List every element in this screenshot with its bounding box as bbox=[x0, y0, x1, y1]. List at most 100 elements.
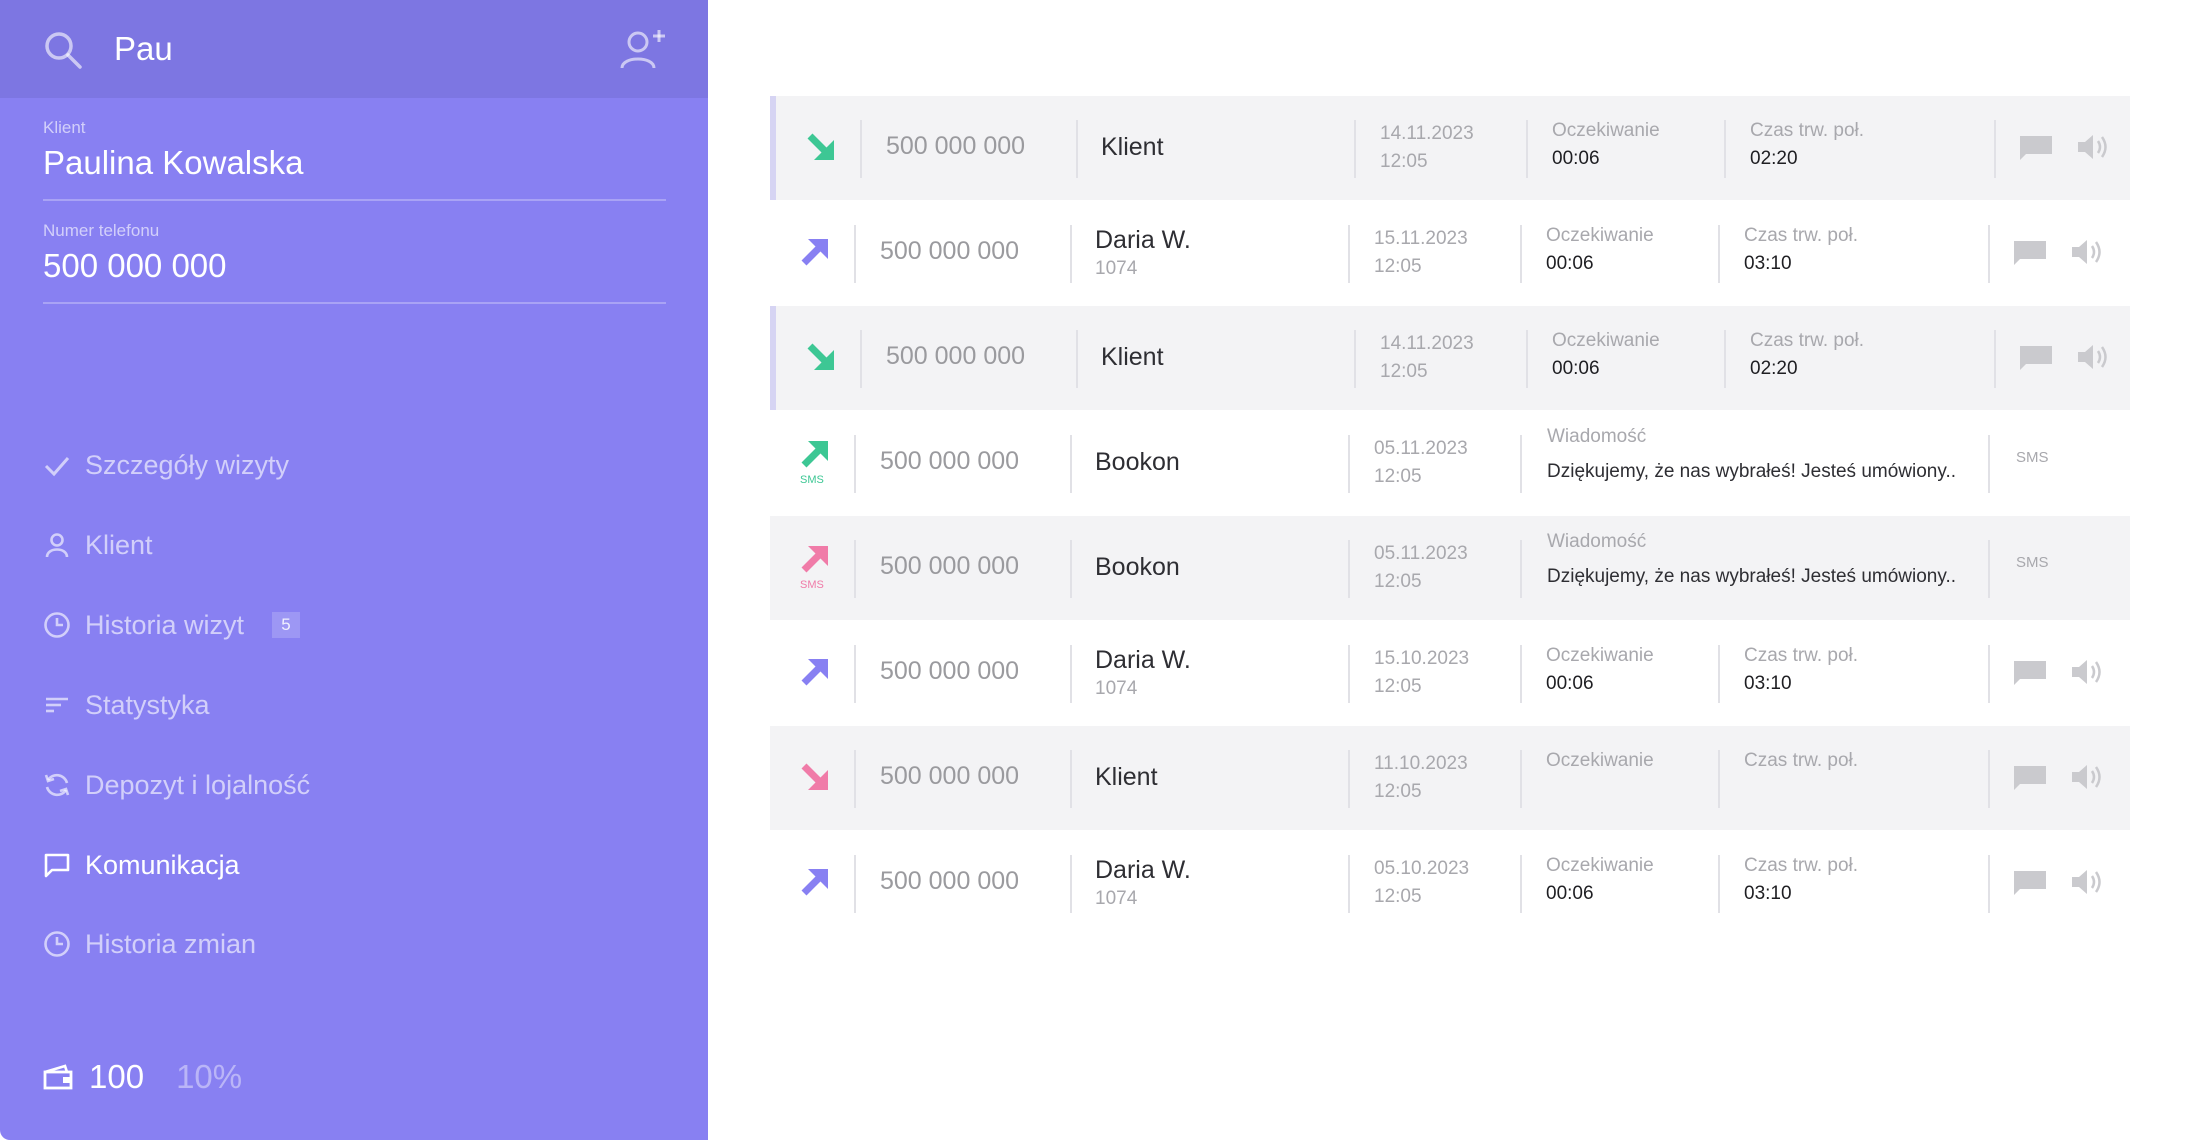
nav-label: Szczegóły wizyty bbox=[85, 449, 290, 480]
list-item[interactable]: 500 000 000 Klient 14.11.2023 12:05 Oczek… bbox=[770, 96, 2130, 200]
check-icon bbox=[44, 457, 70, 477]
list-item[interactable]: 500 000 000 Daria W. 1074 15.10.2023 12:0… bbox=[770, 621, 2130, 725]
divider bbox=[854, 540, 856, 598]
row-phone: 500 000 000 bbox=[880, 867, 1020, 895]
divider bbox=[1354, 120, 1356, 178]
list-item[interactable]: SMS 500 000 000 Bookon 05.11.2023 12:05 W… bbox=[770, 411, 2130, 515]
row-name: Klient bbox=[1095, 763, 1158, 791]
wait-label: Oczekiwanie bbox=[1552, 120, 1660, 141]
add-user-icon[interactable] bbox=[619, 26, 667, 72]
client-label: Klient bbox=[43, 118, 86, 137]
wait-value: 00:06 bbox=[1546, 673, 1594, 694]
divider bbox=[854, 435, 856, 493]
row-phone: 500 000 000 bbox=[880, 447, 1020, 475]
duration-label: Czas trw. poł. bbox=[1750, 120, 1865, 141]
chat-icon[interactable] bbox=[2020, 346, 2052, 370]
speaker-icon[interactable] bbox=[2070, 762, 2104, 792]
nav-item-szczegoly-wizyty[interactable]: Szczegóły wizyty bbox=[43, 440, 289, 490]
duration-label: Czas trw. poł. bbox=[1744, 855, 1859, 876]
nav-item-klient[interactable]: Klient bbox=[43, 520, 153, 570]
list-item[interactable]: 500 000 000 Klient 11.10.2023 12:05 Oczek… bbox=[770, 726, 2130, 830]
nav-item-historia-wizyt[interactable]: Historia wizyt 5 bbox=[43, 600, 301, 650]
client-sidebar: Pau Klient Paulina Kowalska Numer telefo… bbox=[0, 0, 708, 1140]
divider bbox=[1526, 120, 1528, 178]
divider bbox=[1076, 330, 1078, 388]
speaker-icon[interactable] bbox=[2070, 237, 2104, 267]
client-name: Paulina Kowalska bbox=[43, 144, 304, 181]
list-item[interactable]: 500 000 000 Daria W. 1074 05.10.2023 12:0… bbox=[770, 831, 2130, 935]
row-name: Bookon bbox=[1095, 553, 1180, 581]
divider bbox=[1070, 645, 1072, 703]
nav-item-komunikacja[interactable]: Komunikacja bbox=[43, 840, 240, 890]
list-item[interactable]: 500 000 000 Klient 14.11.2023 12:05 Oczek… bbox=[770, 306, 2130, 410]
nav-label: Historia zmian bbox=[85, 928, 257, 959]
divider bbox=[1348, 855, 1350, 913]
row-date: 05.10.2023 12:05 bbox=[1374, 855, 1469, 911]
missed-call-icon bbox=[801, 763, 828, 790]
divider bbox=[1070, 435, 1072, 493]
duration-label: Czas trw. poł. bbox=[1744, 750, 1859, 771]
clock-icon bbox=[44, 931, 70, 957]
divider bbox=[1994, 330, 1996, 388]
message-preview: Dziękujemy, że nas wybrałeś! Jesteś umów… bbox=[1547, 461, 1957, 482]
divider bbox=[854, 645, 856, 703]
outgoing-call-icon bbox=[801, 869, 828, 896]
time-text: 12:05 bbox=[1374, 781, 1422, 802]
date-text: 11.10.2023 bbox=[1374, 753, 1468, 774]
speaker-icon[interactable] bbox=[2070, 657, 2104, 687]
date-text: 05.11.2023 bbox=[1374, 543, 1468, 564]
date-text: 05.11.2023 bbox=[1374, 438, 1468, 459]
chat-icon[interactable] bbox=[2014, 241, 2046, 265]
row-date: 05.11.2023 12:05 bbox=[1374, 540, 1468, 596]
search-input[interactable]: Pau bbox=[114, 30, 173, 67]
speaker-icon[interactable] bbox=[2076, 342, 2110, 372]
speaker-icon[interactable] bbox=[2070, 867, 2104, 897]
divider bbox=[1348, 645, 1350, 703]
nav-label: Depozyt i lojalność bbox=[85, 769, 311, 800]
duration-value: 03:10 bbox=[1744, 883, 1792, 904]
incoming-call-icon bbox=[807, 133, 834, 160]
visit-count-badge: 5 bbox=[272, 612, 301, 638]
user-icon bbox=[45, 533, 69, 558]
duration-label: Czas trw. poł. bbox=[1750, 330, 1865, 351]
wait-value: 00:06 bbox=[1552, 148, 1600, 169]
sms-indicator: SMS bbox=[800, 474, 824, 486]
nav-item-depozyt[interactable]: Depozyt i lojalność bbox=[43, 760, 310, 810]
divider bbox=[1520, 225, 1522, 283]
divider bbox=[1718, 225, 1720, 283]
sms-type-label: SMS bbox=[2016, 554, 2049, 571]
sms-failed-icon bbox=[801, 546, 828, 573]
row-date: 14.11.2023 12:05 bbox=[1380, 330, 1474, 386]
chat-icon[interactable] bbox=[2014, 871, 2046, 895]
message-label: Wiadomość bbox=[1547, 426, 1647, 447]
sms-indicator: SMS bbox=[800, 579, 824, 591]
chat-icon[interactable] bbox=[2014, 661, 2046, 685]
row-phone: 500 000 000 bbox=[886, 132, 1026, 160]
list-item[interactable]: 500 000 000 Daria W. 1074 15.11.2023 12:0… bbox=[770, 201, 2130, 305]
nav-item-statystyka[interactable]: Statystyka bbox=[43, 680, 210, 730]
wallet-icon bbox=[43, 1064, 73, 1090]
wait-label: Oczekiwanie bbox=[1546, 855, 1654, 876]
divider bbox=[1520, 855, 1522, 913]
chat-icon[interactable] bbox=[2020, 136, 2052, 160]
sort-icon bbox=[46, 697, 68, 713]
outgoing-call-icon bbox=[801, 239, 828, 266]
refresh-icon bbox=[44, 773, 70, 797]
divider bbox=[1070, 750, 1072, 808]
search-icon[interactable] bbox=[43, 30, 83, 70]
divider bbox=[1994, 120, 1996, 178]
list-item[interactable]: SMS 500 000 000 Bookon 05.11.2023 12:05 W… bbox=[770, 516, 2130, 620]
date-text: 14.11.2023 bbox=[1380, 123, 1474, 144]
message-label: Wiadomość bbox=[1547, 531, 1647, 552]
divider bbox=[854, 750, 856, 808]
chat-icon[interactable] bbox=[2014, 766, 2046, 790]
divider bbox=[1988, 645, 1990, 703]
wait-label: Oczekiwanie bbox=[1552, 330, 1660, 351]
nav-item-historia-zmian[interactable]: Historia zmian bbox=[43, 919, 256, 969]
clock-icon bbox=[44, 612, 70, 638]
wait-value: 00:06 bbox=[1552, 358, 1600, 379]
speaker-icon[interactable] bbox=[2076, 132, 2110, 162]
search-bar[interactable]: Pau bbox=[0, 0, 708, 98]
divider bbox=[1348, 750, 1350, 808]
divider bbox=[1718, 750, 1720, 808]
